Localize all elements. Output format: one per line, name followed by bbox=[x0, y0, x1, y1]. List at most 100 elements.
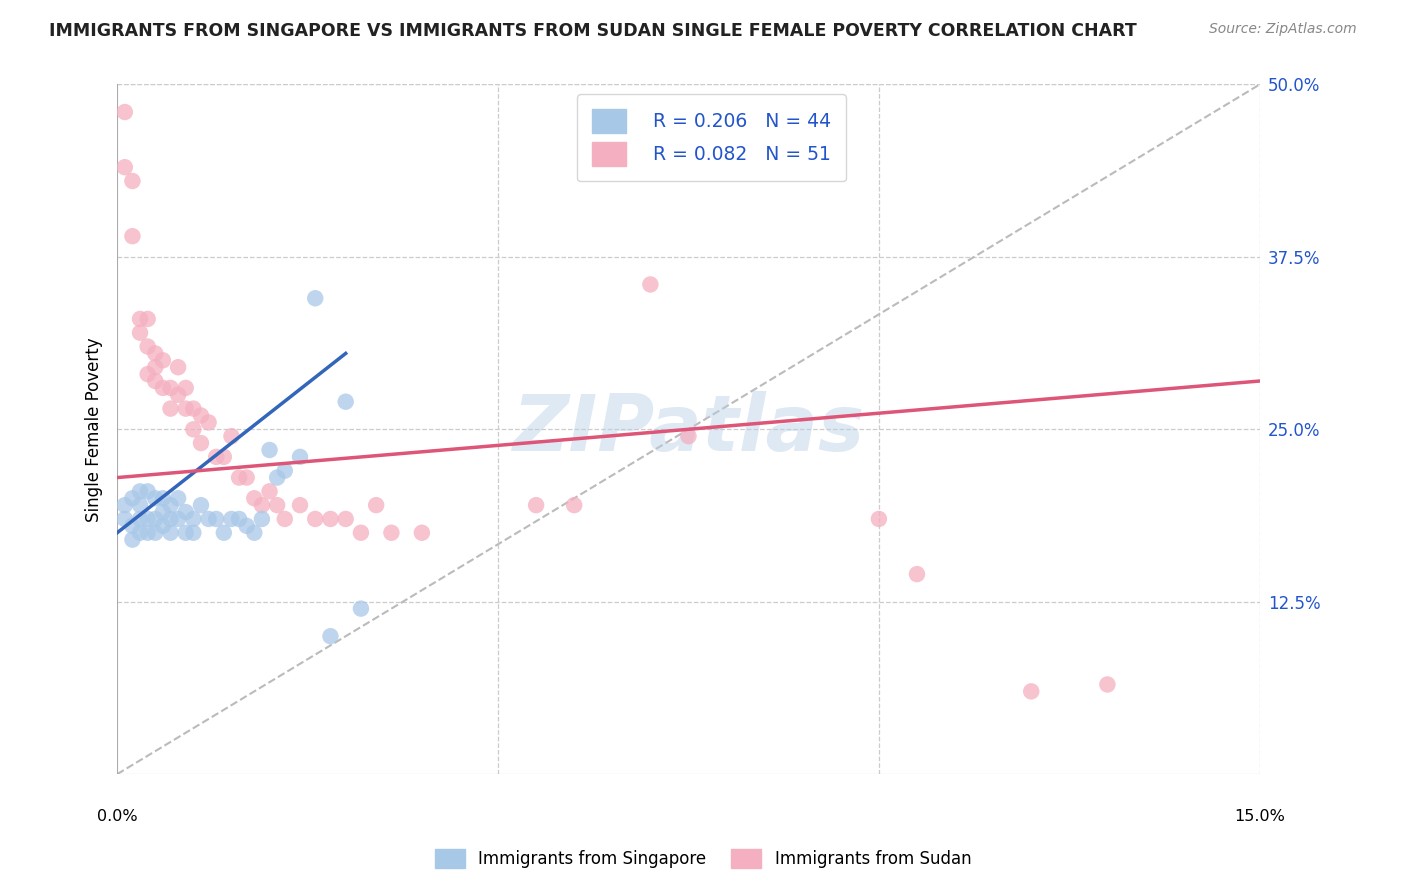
Point bbox=[304, 512, 326, 526]
Point bbox=[274, 464, 297, 478]
Point bbox=[350, 525, 373, 540]
Point bbox=[114, 160, 136, 174]
Point bbox=[129, 312, 152, 326]
Point bbox=[205, 450, 228, 464]
Point bbox=[152, 353, 174, 368]
Point bbox=[143, 346, 166, 360]
Point bbox=[259, 442, 281, 457]
Text: IMMIGRANTS FROM SINGAPORE VS IMMIGRANTS FROM SUDAN SINGLE FEMALE POVERTY CORRELA: IMMIGRANTS FROM SINGAPORE VS IMMIGRANTS … bbox=[49, 22, 1137, 40]
Point bbox=[868, 512, 890, 526]
Point bbox=[152, 519, 174, 533]
Point bbox=[143, 374, 166, 388]
Point bbox=[114, 512, 136, 526]
Point bbox=[562, 498, 585, 512]
Legend:   R = 0.206   N = 44,   R = 0.082   N = 51: R = 0.206 N = 44, R = 0.082 N = 51 bbox=[576, 94, 846, 181]
Point bbox=[152, 491, 174, 506]
Point bbox=[136, 312, 159, 326]
Point bbox=[197, 512, 219, 526]
Point bbox=[167, 388, 190, 402]
Point bbox=[221, 429, 243, 443]
Point bbox=[136, 512, 159, 526]
Point bbox=[183, 512, 205, 526]
Point bbox=[221, 512, 243, 526]
Point bbox=[114, 498, 136, 512]
Point bbox=[114, 105, 136, 120]
Point bbox=[524, 498, 547, 512]
Point bbox=[190, 436, 212, 450]
Point bbox=[411, 525, 433, 540]
Point bbox=[121, 174, 143, 188]
Point bbox=[228, 470, 250, 484]
Point bbox=[183, 401, 205, 416]
Point bbox=[380, 525, 402, 540]
Point bbox=[183, 422, 205, 436]
Point bbox=[167, 512, 190, 526]
Text: Source: ZipAtlas.com: Source: ZipAtlas.com bbox=[1209, 22, 1357, 37]
Point bbox=[159, 498, 181, 512]
Point bbox=[129, 326, 152, 340]
Point bbox=[152, 505, 174, 519]
Point bbox=[250, 512, 273, 526]
Point bbox=[335, 512, 357, 526]
Point bbox=[205, 512, 228, 526]
Point bbox=[121, 491, 143, 506]
Point bbox=[121, 229, 143, 244]
Point bbox=[143, 360, 166, 375]
Point bbox=[190, 409, 212, 423]
Point bbox=[319, 629, 342, 643]
Point bbox=[235, 470, 257, 484]
Point bbox=[143, 491, 166, 506]
Point bbox=[129, 512, 152, 526]
Point bbox=[129, 484, 152, 499]
Point bbox=[121, 519, 143, 533]
Point bbox=[319, 512, 342, 526]
Point bbox=[174, 525, 197, 540]
Point bbox=[152, 381, 174, 395]
Point bbox=[190, 498, 212, 512]
Text: 0.0%: 0.0% bbox=[97, 809, 138, 823]
Point bbox=[266, 470, 288, 484]
Point bbox=[136, 484, 159, 499]
Point bbox=[159, 381, 181, 395]
Point bbox=[350, 601, 373, 615]
Point bbox=[243, 491, 266, 506]
Text: ZIPatlas: ZIPatlas bbox=[512, 392, 865, 467]
Point bbox=[159, 525, 181, 540]
Point bbox=[288, 450, 311, 464]
Point bbox=[159, 401, 181, 416]
Point bbox=[228, 512, 250, 526]
Point bbox=[129, 525, 152, 540]
Text: 15.0%: 15.0% bbox=[1234, 809, 1285, 823]
Point bbox=[174, 401, 197, 416]
Point bbox=[243, 525, 266, 540]
Point bbox=[266, 498, 288, 512]
Point bbox=[143, 525, 166, 540]
Point bbox=[197, 416, 219, 430]
Point bbox=[366, 498, 388, 512]
Point bbox=[143, 512, 166, 526]
Point bbox=[678, 429, 700, 443]
Point bbox=[212, 525, 235, 540]
Point bbox=[274, 512, 297, 526]
Point bbox=[1097, 677, 1119, 691]
Point bbox=[183, 525, 205, 540]
Point bbox=[136, 339, 159, 353]
Point bbox=[159, 512, 181, 526]
Point bbox=[174, 381, 197, 395]
Point bbox=[174, 505, 197, 519]
Point bbox=[235, 519, 257, 533]
Point bbox=[136, 367, 159, 381]
Point bbox=[1019, 684, 1042, 698]
Point bbox=[304, 291, 326, 305]
Point bbox=[288, 498, 311, 512]
Y-axis label: Single Female Poverty: Single Female Poverty bbox=[86, 337, 103, 522]
Point bbox=[129, 498, 152, 512]
Point bbox=[640, 277, 662, 292]
Point bbox=[335, 394, 357, 409]
Point bbox=[905, 567, 928, 582]
Legend: Immigrants from Singapore, Immigrants from Sudan: Immigrants from Singapore, Immigrants fr… bbox=[427, 842, 979, 875]
Point bbox=[167, 491, 190, 506]
Point bbox=[167, 360, 190, 375]
Point bbox=[121, 533, 143, 547]
Point bbox=[136, 525, 159, 540]
